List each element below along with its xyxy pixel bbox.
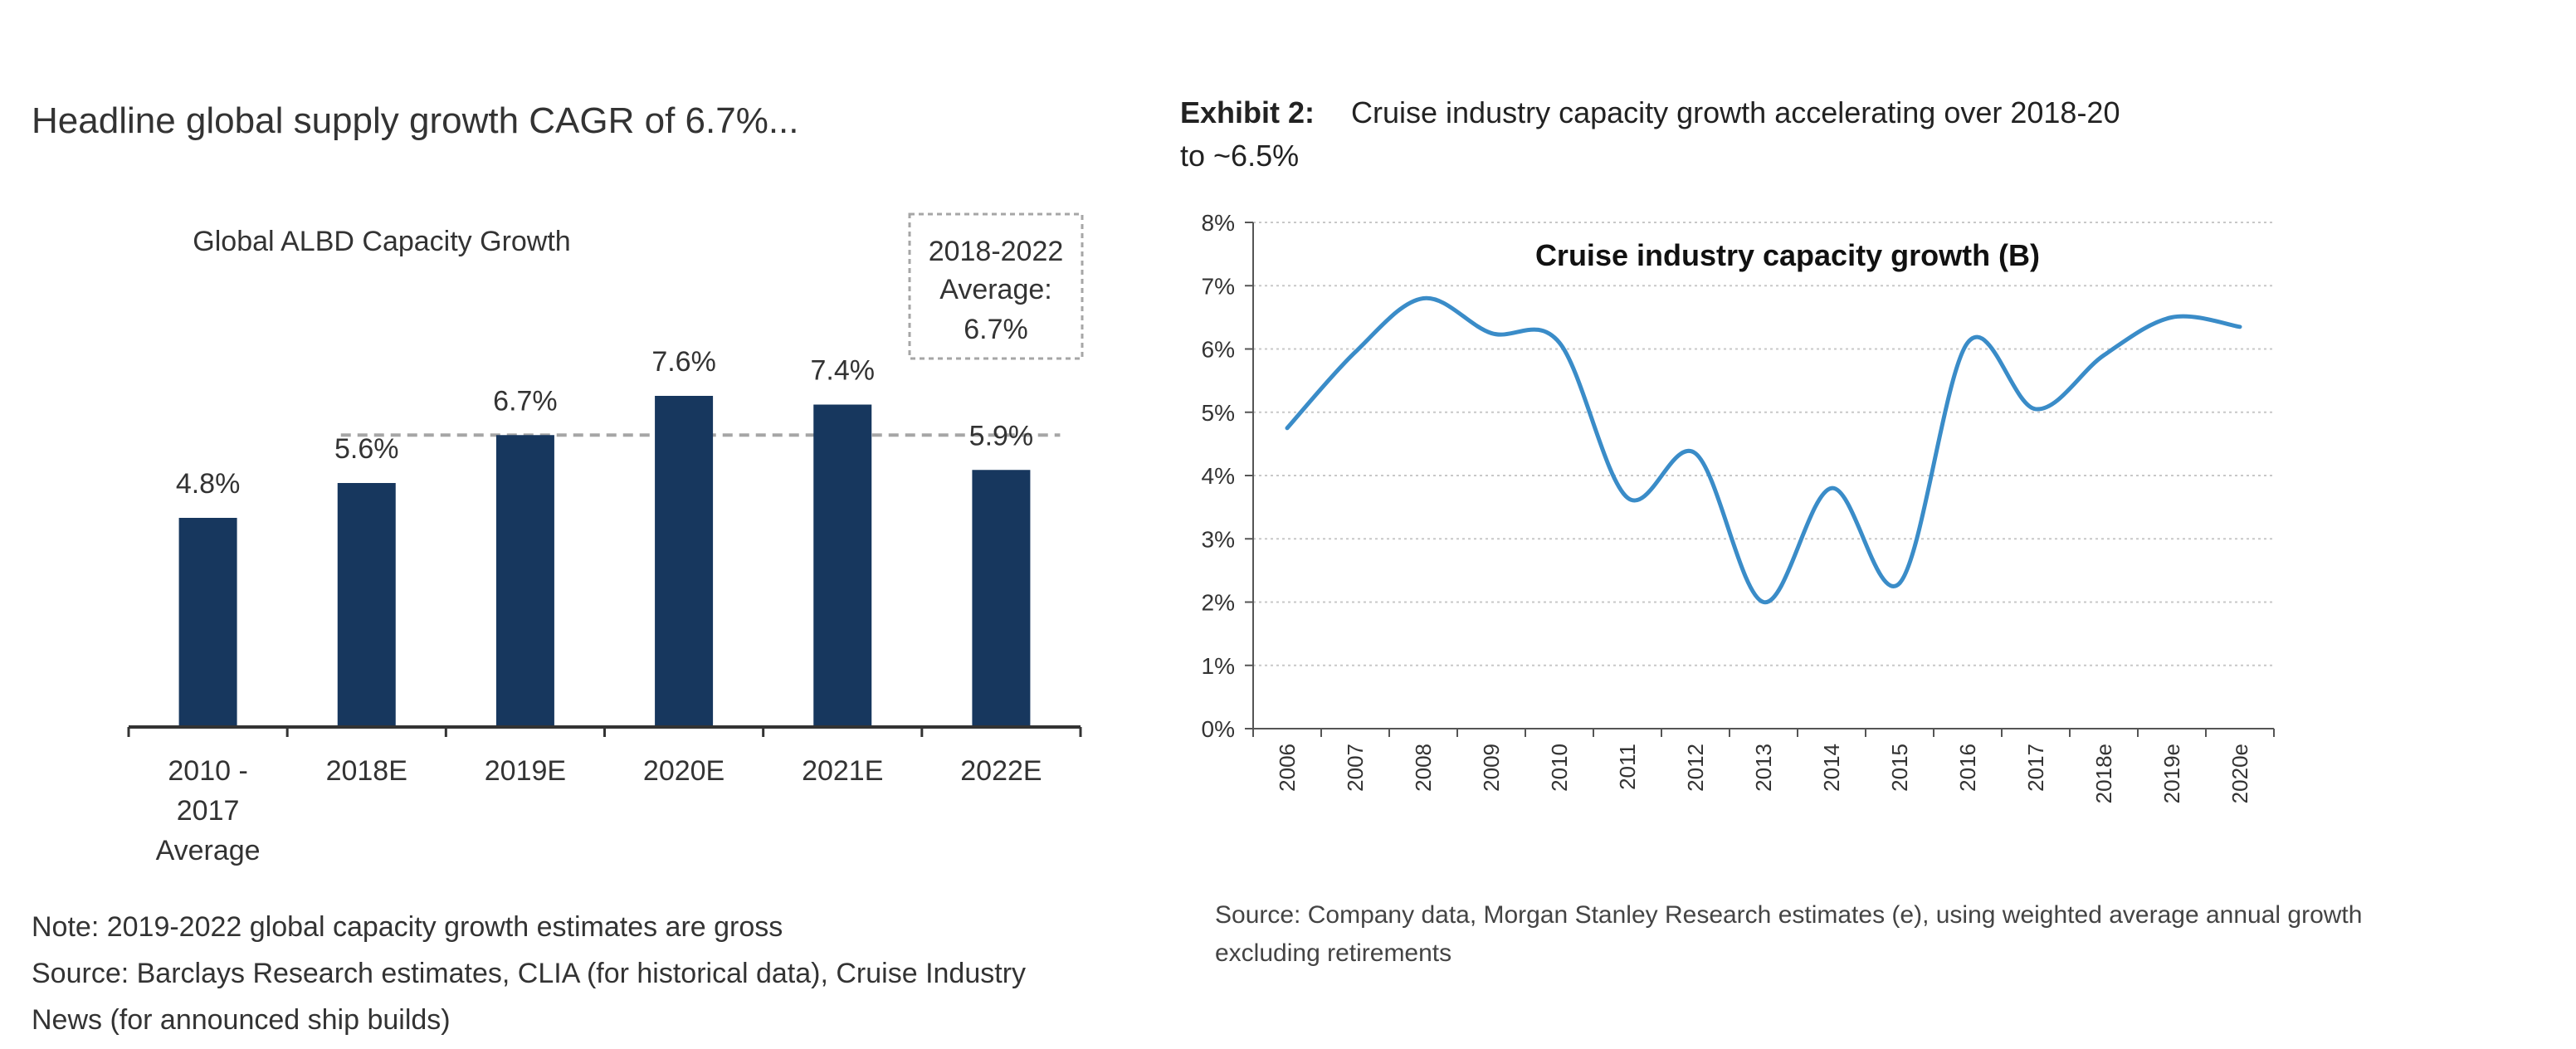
x-tick-label: 2009 <box>1479 744 1504 792</box>
bar-value-label: 7.4% <box>811 355 876 387</box>
bar <box>337 483 396 727</box>
average-box-line-3: 6.7% <box>964 314 1028 345</box>
x-tick-label: 2011 <box>1615 744 1640 790</box>
x-tick-label: 2010 <box>1547 744 1572 792</box>
line-chart-title: Cruise industry capacity growth (B) <box>1535 238 2040 272</box>
x-tick-label: 2012 <box>1683 744 1708 792</box>
bar <box>813 404 872 727</box>
bar-value-label: 7.6% <box>651 346 716 378</box>
bar-category-label: 2022E <box>960 755 1042 787</box>
source-line-2: News (for announced ship builds) <box>32 1004 451 1036</box>
x-tick-label: 2013 <box>1751 744 1776 792</box>
y-tick-label: 1% <box>1202 653 1235 679</box>
x-tick-label: 2018e <box>2091 744 2116 803</box>
bar-category-label: Average <box>156 835 261 866</box>
bar-value-label: 5.6% <box>334 433 399 465</box>
exhibit-title-line-2: to ~6.5% <box>1180 139 1299 173</box>
left-heading: Headline global supply growth CAGR of 6.… <box>32 100 799 141</box>
bar-category-label: 2010 - <box>168 755 247 787</box>
y-tick-label: 4% <box>1202 463 1235 489</box>
x-tick-label: 2017 <box>2023 744 2048 792</box>
bar-chart: 4.8% 2010 - 2017 Average 5.6% 2018E 6.7% 2019E 7… <box>127 346 1082 866</box>
line-chart: 0% 1% 2% 3% 4% 5% 6% 7% 8% 2006 2007 2008 2009 2010 20… <box>1202 210 2275 803</box>
y-tick-label: 8% <box>1202 210 1235 236</box>
exhibit-title-line-1: Cruise industry capacity growth accelera… <box>1351 95 2120 129</box>
average-box-line-1: 2018-2022 <box>929 236 1064 267</box>
bar <box>495 435 554 727</box>
bar-category-label: 2017 <box>177 795 240 827</box>
series-line <box>1285 295 2242 605</box>
bar-value-label: 6.7% <box>493 385 558 417</box>
x-tick-label: 2015 <box>1887 744 1912 792</box>
bar-value-label: 4.8% <box>176 468 241 500</box>
x-tick-label: 2007 <box>1343 744 1368 792</box>
x-tick-label: 2019e <box>2159 744 2184 803</box>
bar <box>178 518 237 727</box>
y-tick-label: 0% <box>1202 716 1235 742</box>
x-tick-label: 2016 <box>1955 744 1980 792</box>
right-source-line-2: excluding retirements <box>1215 939 1451 967</box>
bar-category-label: 2021E <box>802 755 883 787</box>
x-tick-label: 2006 <box>1275 744 1300 792</box>
average-box-border <box>908 212 1084 360</box>
y-tick-label: 6% <box>1202 337 1235 363</box>
average-box: 2018-2022 Average: 6.7% <box>908 212 1084 360</box>
bar <box>972 470 1031 727</box>
bar-category-label: 2019E <box>485 755 566 787</box>
exhibit-label: Exhibit 2: <box>1180 95 1315 129</box>
x-tick-label: 2020e <box>2227 744 2252 803</box>
source-line-1: Source: Barclays Research estimates, CLI… <box>32 958 1026 989</box>
note-line: Note: 2019-2022 global capacity growth e… <box>32 911 783 943</box>
x-tick-label: 2008 <box>1411 744 1436 792</box>
y-tick-label: 2% <box>1202 590 1235 616</box>
y-tick-label: 7% <box>1202 273 1235 299</box>
y-tick-label: 5% <box>1202 400 1235 426</box>
bar-value-label: 5.9% <box>969 420 1034 451</box>
bar <box>655 396 714 727</box>
bar-chart-title: Global ALBD Capacity Growth <box>193 226 570 257</box>
bar-category-label: 2020E <box>643 755 724 787</box>
average-box-line-2: Average: <box>939 274 1051 305</box>
right-source-line-1: Source: Company data, Morgan Stanley Res… <box>1215 901 2362 929</box>
x-tick-label: 2014 <box>1819 744 1844 792</box>
y-tick-label: 3% <box>1202 526 1235 552</box>
bar-category-label: 2018E <box>326 755 407 787</box>
